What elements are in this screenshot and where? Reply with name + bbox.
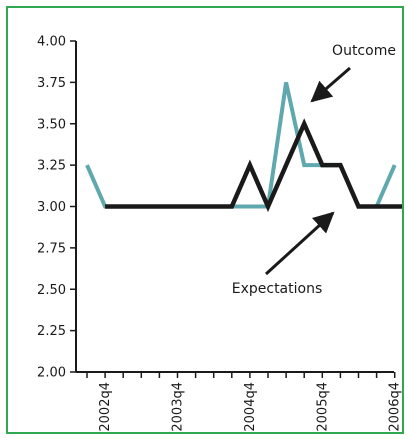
annotation-expectations: Expectations bbox=[232, 281, 323, 297]
annotation-arrow-outcome bbox=[310, 66, 351, 103]
x-tick-label: 2002q4 bbox=[98, 382, 113, 432]
annotation-arrow-expectations bbox=[264, 211, 335, 276]
y-tick-label: 3.00 bbox=[37, 200, 66, 215]
chart-frame: 2.00 2.25 2.50 2.75 3.00 3.25 3.50 3.75 4.00 2002… bbox=[6, 6, 404, 434]
x-tick-label: 2005q4 bbox=[315, 382, 330, 432]
y-tick-label: 4.00 bbox=[37, 35, 66, 50]
y-tick-label: 2.75 bbox=[37, 241, 66, 256]
x-tick-label: 2004q4 bbox=[243, 382, 258, 432]
y-tick-label: 3.75 bbox=[37, 76, 66, 91]
line-chart: 2.00 2.25 2.50 2.75 3.00 3.25 3.50 3.75 4.00 2002… bbox=[37, 35, 402, 432]
annotation-outcome: Outcome bbox=[332, 43, 396, 59]
y-tick-label: 3.25 bbox=[37, 159, 66, 174]
y-tick-label: 3.50 bbox=[37, 117, 66, 132]
x-tick-label: 2003q4 bbox=[171, 382, 186, 432]
y-tick-label: 2.25 bbox=[37, 324, 66, 339]
y-tick-label: 2.00 bbox=[37, 366, 66, 381]
x-tick-label: 2006q4 bbox=[388, 382, 402, 432]
y-tick-label: 2.50 bbox=[37, 283, 66, 298]
series-line-expectations bbox=[105, 118, 402, 213]
